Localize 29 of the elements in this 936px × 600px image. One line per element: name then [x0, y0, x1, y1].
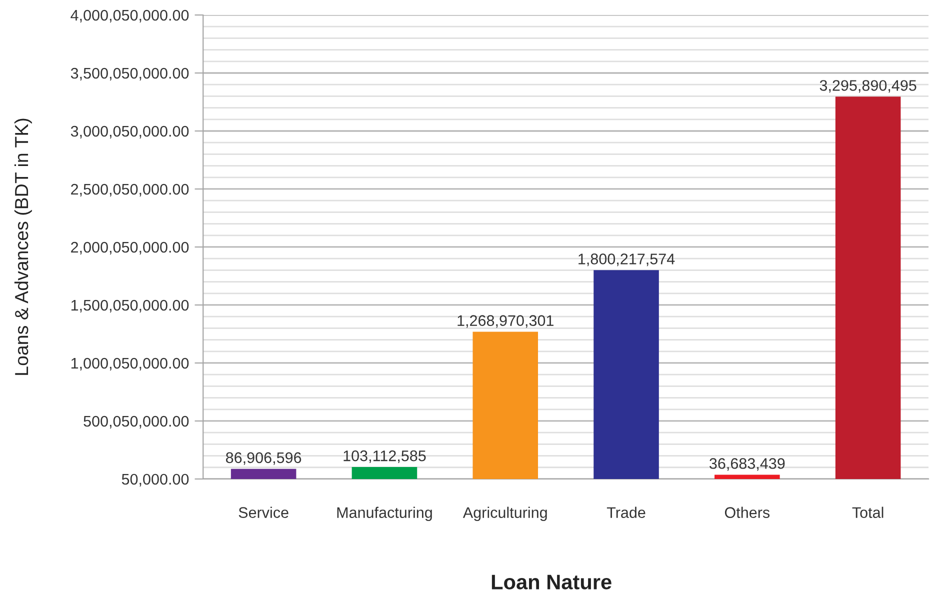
bar — [352, 467, 418, 479]
y-tick-label: 1,500,050,000.00 — [71, 300, 189, 312]
x-tick-label: Total — [852, 506, 884, 518]
data-label: 3,295,890,495 — [820, 80, 916, 93]
bar — [835, 96, 901, 479]
data-label: 36,683,439 — [710, 458, 785, 471]
data-label: 103,112,585 — [344, 450, 426, 464]
bar — [230, 468, 296, 479]
x-tick-label: Others — [724, 506, 770, 518]
y-tick-label: 50,000.00 — [122, 474, 189, 486]
y-tick-label: 1,000,050,000.00 — [71, 358, 189, 370]
y-tick-label: 500,050,000.00 — [84, 416, 189, 428]
x-axis-title: Loan Nature — [492, 574, 612, 590]
bar — [714, 474, 780, 479]
y-axis-title: Loans & Advances (BDT in TK) — [14, 118, 32, 375]
x-tick-label: Manufacturing — [337, 506, 432, 521]
data-label: 1,800,217,574 — [578, 254, 675, 266]
y-tick-label: 3,000,050,000.00 — [70, 126, 189, 138]
y-tick-label: 3,500,050,000.00 — [70, 68, 189, 80]
y-tick-label: 2,000,050,000.00 — [71, 242, 189, 254]
x-tick-label: Trade — [606, 506, 646, 518]
y-tick-label: 4,000,050,000.00 — [70, 10, 189, 22]
data-label: 86,906,596 — [226, 452, 302, 465]
x-tick-label: Agriculturing — [462, 506, 547, 521]
bar — [472, 332, 538, 479]
bar — [594, 270, 659, 479]
data-label: 1,268,970,301 — [458, 315, 554, 328]
x-tick-label: Service — [238, 506, 288, 518]
y-tick-label: 2,500,050,000.00 — [71, 184, 189, 196]
